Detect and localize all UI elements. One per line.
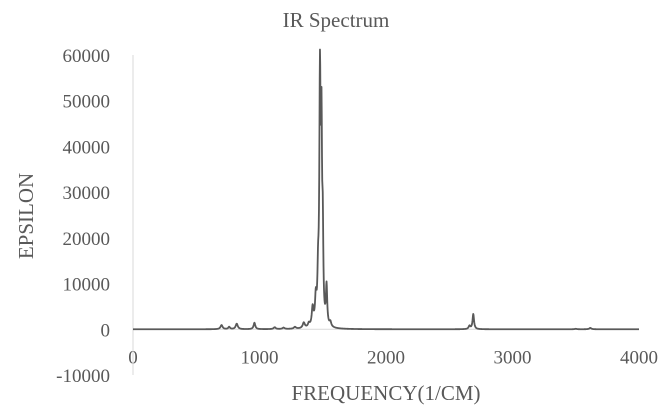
y-tick-label: 50000: [63, 92, 111, 113]
y-axis-ticks: 60000 50000 40000 30000 20000 10000 0 -10000: [56, 46, 110, 387]
x-axis-title: FREQUENCY(1/CM): [291, 381, 480, 405]
x-tick-label: 4000: [620, 347, 658, 368]
x-tick-label: 1000: [241, 347, 279, 368]
y-tick-label: 0: [101, 320, 111, 341]
y-tick-label: 30000: [63, 183, 111, 204]
y-tick-label: 20000: [63, 229, 111, 250]
x-axis-ticks: 0 1000 2000 3000 4000: [128, 347, 658, 368]
y-tick-label: 60000: [63, 46, 111, 67]
y-axis-title: EPSILON: [14, 173, 38, 259]
y-tick-label: 40000: [63, 137, 111, 158]
x-tick-label: 2000: [367, 347, 405, 368]
spectrum-series-line: [132, 48, 640, 331]
y-tick-label: -10000: [56, 366, 110, 387]
y-tick-label: 10000: [63, 275, 111, 296]
chart-title: IR Spectrum: [283, 8, 390, 32]
x-tick-label: 3000: [494, 347, 532, 368]
